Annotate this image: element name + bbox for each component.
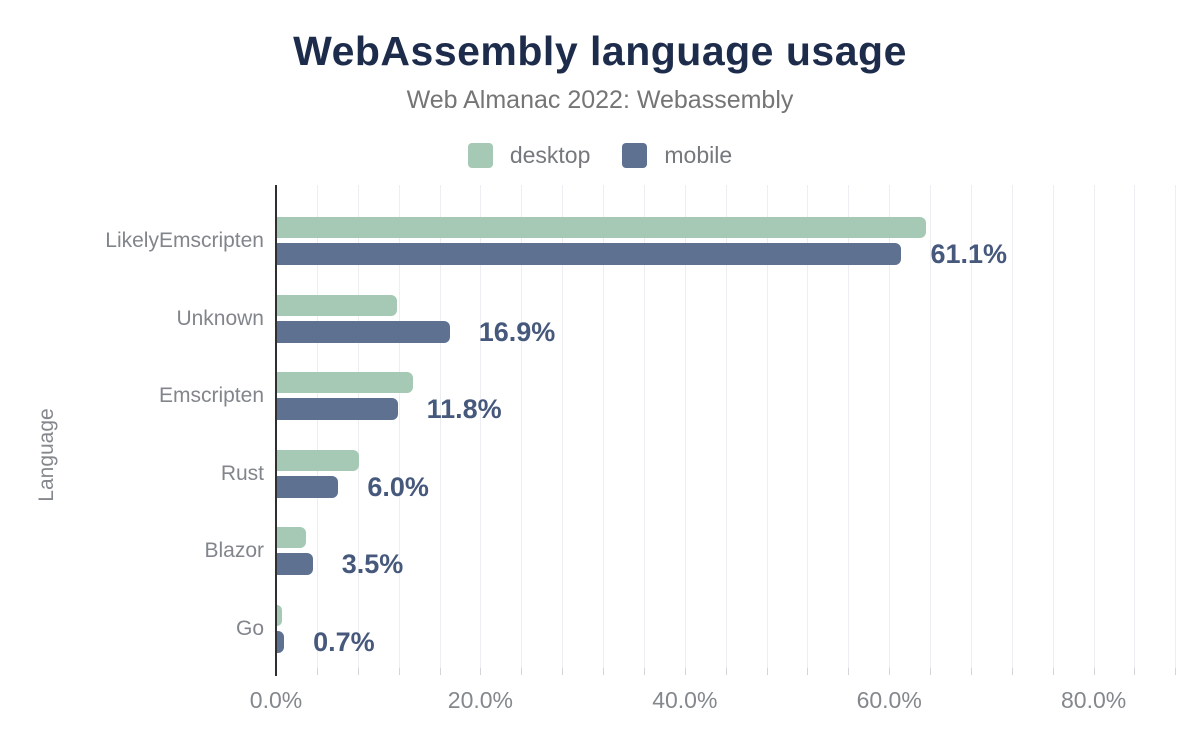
data-label-blazor: 3.5% — [341, 549, 404, 579]
axis-tick — [398, 668, 400, 675]
axis-tick — [439, 668, 441, 675]
axis-tick — [889, 668, 891, 675]
category-label-blazor: Blazor — [204, 539, 264, 562]
bar-desktop-blazor[interactable] — [277, 527, 306, 548]
axis-tick — [603, 668, 605, 675]
x-tick-label-600: 60.0% — [856, 687, 922, 713]
x-tick-label-800: 80.0% — [1060, 687, 1127, 713]
chart-title: WebAssembly language usage — [293, 28, 907, 74]
gridline — [643, 185, 645, 668]
gridline — [684, 185, 686, 668]
axis-tick — [725, 668, 727, 675]
gridline — [970, 185, 972, 668]
axis-tick — [970, 668, 972, 675]
gridline — [439, 185, 441, 668]
gridline — [603, 185, 605, 668]
legend-swatch-desktop-icon — [467, 143, 493, 168]
data-label-unknown: 16.9% — [478, 316, 556, 347]
gridline — [848, 185, 850, 668]
gridline — [521, 185, 523, 668]
gridline — [725, 185, 727, 668]
x-tick-label-400: 40.0% — [652, 687, 718, 713]
bar-mobile-emscripten[interactable] — [277, 398, 398, 420]
gridline — [480, 185, 482, 668]
chart-subtitle: Web Almanac 2022: Webassembly — [406, 86, 794, 114]
gridline — [766, 185, 768, 668]
category-label-rust: Rust — [220, 461, 264, 485]
category-label-emscripten: Emscripten — [158, 384, 264, 407]
axis-tick — [1175, 668, 1177, 675]
axis-tick — [684, 668, 686, 675]
bar-mobile-rust[interactable] — [277, 475, 339, 498]
bar-desktop-rust[interactable] — [277, 449, 359, 471]
legend-item-mobile: mobile — [622, 142, 732, 169]
bar-mobile-unknown[interactable] — [277, 320, 450, 343]
x-tick-label-00: 0.0% — [249, 687, 303, 713]
axis-tick — [1052, 668, 1054, 675]
data-label-emscripten: 11.8% — [426, 394, 502, 424]
axis-tick — [480, 668, 482, 675]
axis-tick — [848, 668, 850, 675]
legend: desktop mobile — [0, 142, 1200, 169]
category-label-likelyemscripten: LikelyEmscripten — [105, 229, 264, 252]
bar-desktop-emscripten[interactable] — [277, 372, 413, 393]
bar-mobile-likelyemscripten[interactable] — [277, 243, 902, 265]
data-label-go: 0.7% — [313, 626, 375, 657]
axis-tick — [1011, 668, 1013, 675]
axis-tick — [357, 668, 359, 675]
gridline — [562, 185, 564, 668]
gridline — [357, 185, 359, 668]
data-label-rust: 6.0% — [367, 471, 429, 502]
axis-tick — [521, 668, 523, 675]
axis-tick — [930, 668, 932, 675]
bar-mobile-blazor[interactable] — [277, 553, 313, 575]
gridline — [807, 185, 809, 668]
bar-mobile-go[interactable] — [277, 630, 285, 653]
gridline — [1175, 185, 1177, 668]
gridline — [1093, 185, 1095, 668]
gridline — [1134, 185, 1136, 668]
axis-tick — [807, 668, 809, 675]
gridline — [889, 185, 891, 668]
x-tick-label-200: 20.0% — [447, 687, 513, 713]
bar-desktop-likelyemscripten[interactable] — [277, 217, 926, 238]
gridline — [930, 185, 932, 668]
axis-tick — [1093, 668, 1095, 675]
gridline — [1052, 185, 1054, 668]
axis-tick — [562, 668, 564, 675]
gridline — [316, 185, 318, 668]
category-label-unknown: Unknown — [176, 306, 264, 330]
gridline — [398, 185, 400, 668]
y-axis-line — [274, 185, 277, 676]
legend-item-desktop: desktop — [467, 142, 591, 169]
axis-tick — [766, 668, 768, 675]
y-axis-title: Language — [35, 408, 58, 502]
data-label-likelyemscripten: 61.1% — [930, 239, 1007, 269]
axis-tick — [316, 668, 318, 675]
axis-tick — [1134, 668, 1136, 675]
gridline — [1011, 185, 1013, 668]
category-label-go: Go — [235, 616, 264, 640]
axis-tick — [643, 668, 645, 675]
legend-label-desktop: desktop — [509, 142, 591, 168]
legend-label-mobile: mobile — [664, 142, 733, 168]
bar-desktop-go[interactable] — [277, 604, 283, 626]
bar-desktop-unknown[interactable] — [277, 294, 397, 316]
legend-swatch-mobile-icon — [622, 143, 648, 168]
